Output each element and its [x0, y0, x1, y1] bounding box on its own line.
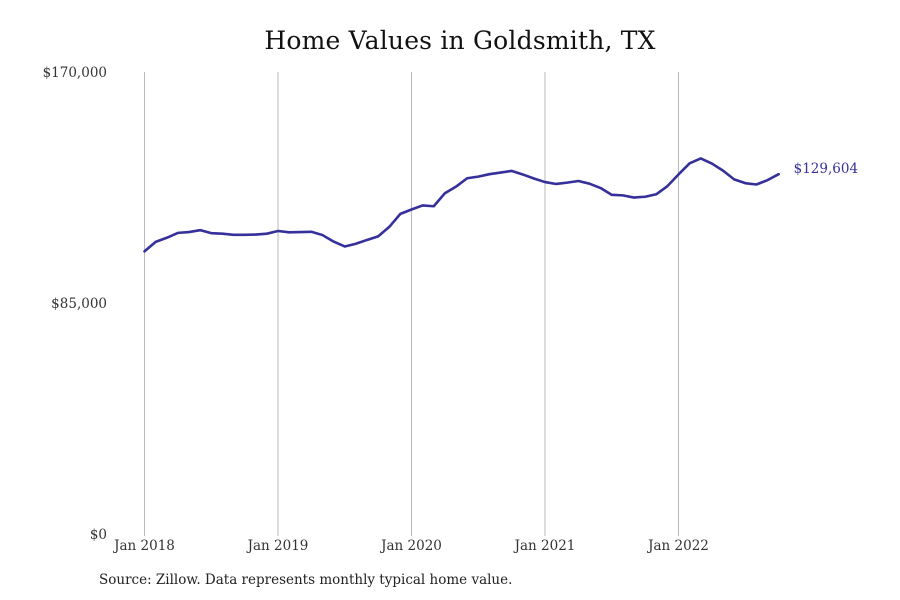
vertical-gridlines	[144, 72, 679, 536]
home-value-series-line	[143, 157, 780, 253]
x-tick-label: Jan 2022	[646, 538, 709, 554]
source-note: Source: Zillow. Data represents monthly …	[99, 572, 513, 588]
y-tick-label: $170,000	[43, 65, 107, 81]
x-tick-label: Jan 2018	[112, 538, 175, 554]
x-axis-tick-labels: Jan 2018 Jan 2019 Jan 2020 Jan 2021 Jan 2022	[112, 538, 709, 554]
y-axis-tick-labels: $0 $85,000 $170,000	[43, 65, 107, 543]
y-tick-label: $85,000	[51, 296, 107, 312]
latest-value-label: $129,604	[794, 161, 858, 177]
x-tick-label: Jan 2021	[513, 538, 576, 554]
y-tick-label: $0	[90, 527, 107, 543]
chart-title: Home Values in Goldsmith, TX	[264, 26, 656, 55]
x-tick-label: Jan 2019	[246, 538, 309, 554]
x-tick-label: Jan 2020	[379, 538, 442, 554]
